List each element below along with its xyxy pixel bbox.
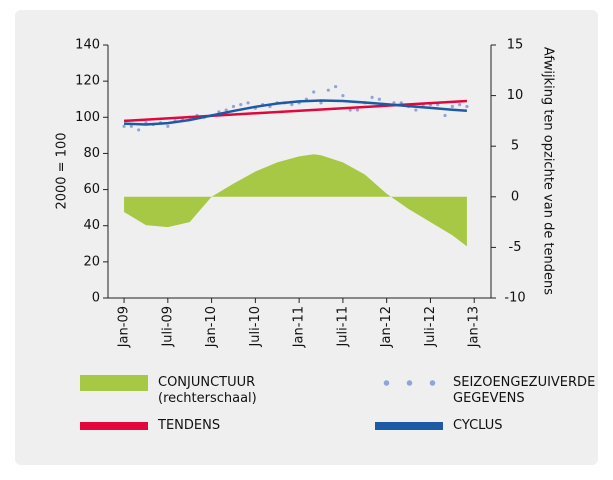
y-tick-label: 120	[75, 74, 100, 89]
data-point	[377, 97, 381, 101]
data-point	[239, 103, 243, 107]
data-point	[312, 90, 316, 94]
legend-swatch	[80, 422, 148, 430]
data-point	[450, 104, 454, 109]
x-tick-label: Juli-11	[335, 306, 350, 348]
x-tick-label: Jan-09	[117, 306, 132, 348]
y-axis-title: 2000 = 100	[55, 132, 70, 209]
data-point	[129, 124, 133, 128]
y2-tick-label: 10	[507, 88, 524, 103]
data-point	[458, 103, 462, 107]
data-point	[166, 124, 170, 128]
legend-label: CONJUNCTUUR (rechterschaal)	[158, 375, 257, 406]
y2-tick-label: -10	[504, 291, 525, 306]
legend-label: SEIZOENGEZUIVERDE GEGEVENS	[453, 375, 596, 406]
conjunctuur-area	[124, 154, 467, 247]
x-tick-label: Jan-11	[292, 306, 307, 348]
y-tick-label: 80	[83, 146, 100, 161]
data-point	[290, 103, 294, 107]
y-tick-label: 100	[75, 110, 100, 125]
data-point	[319, 101, 323, 105]
y2-tick-label: 0	[511, 189, 519, 204]
data-point	[414, 108, 418, 112]
legend-item: SEIZOENGEZUIVERDE GEGEVENS	[375, 375, 603, 407]
x-tick-label: Juli-10	[248, 306, 263, 348]
legend-swatch	[375, 422, 443, 430]
y-tick-label: 40	[83, 218, 100, 233]
y-tick-label: 0	[92, 291, 100, 306]
series-line	[123, 99, 468, 126]
legend-item: CONJUNCTUUR (rechterschaal)	[80, 375, 288, 407]
data-point	[122, 124, 126, 128]
legend-item: TENDENS	[80, 418, 308, 434]
data-point	[465, 104, 469, 109]
legend-label: CYCLUS	[453, 418, 503, 433]
data-point	[334, 84, 338, 89]
data-point	[348, 108, 352, 112]
data-point	[443, 113, 447, 118]
y2-axis-title: Afwijking ten opzichte van de tendens	[541, 47, 556, 295]
data-point	[370, 95, 374, 100]
legend-item: CYCLUS	[375, 418, 603, 434]
x-tick-label: Jan-13	[467, 306, 482, 348]
series-line	[123, 99, 467, 123]
legend-swatch	[80, 375, 148, 391]
data-point	[137, 128, 141, 132]
data-point	[341, 94, 345, 98]
legend-label: TENDENS	[158, 418, 221, 433]
data-point	[231, 104, 236, 109]
y-tick-label: 140	[75, 38, 100, 53]
y2-tick-label: 5	[511, 139, 519, 154]
data-point	[224, 108, 228, 112]
x-tick-label: Jan-12	[379, 306, 394, 348]
data-point	[355, 108, 360, 112]
y-tick-label: 60	[83, 182, 100, 197]
x-tick-label: Juli-09	[160, 306, 175, 348]
data-point	[326, 88, 330, 92]
y2-tick-label: 15	[507, 38, 524, 53]
x-tick-label: Juli-12	[423, 306, 438, 348]
y-tick-label: 20	[83, 254, 100, 269]
legend-swatch	[375, 375, 443, 391]
x-tick-label: Jan-10	[204, 306, 219, 348]
y2-tick-label: -5	[509, 240, 522, 255]
data-point	[246, 101, 250, 105]
